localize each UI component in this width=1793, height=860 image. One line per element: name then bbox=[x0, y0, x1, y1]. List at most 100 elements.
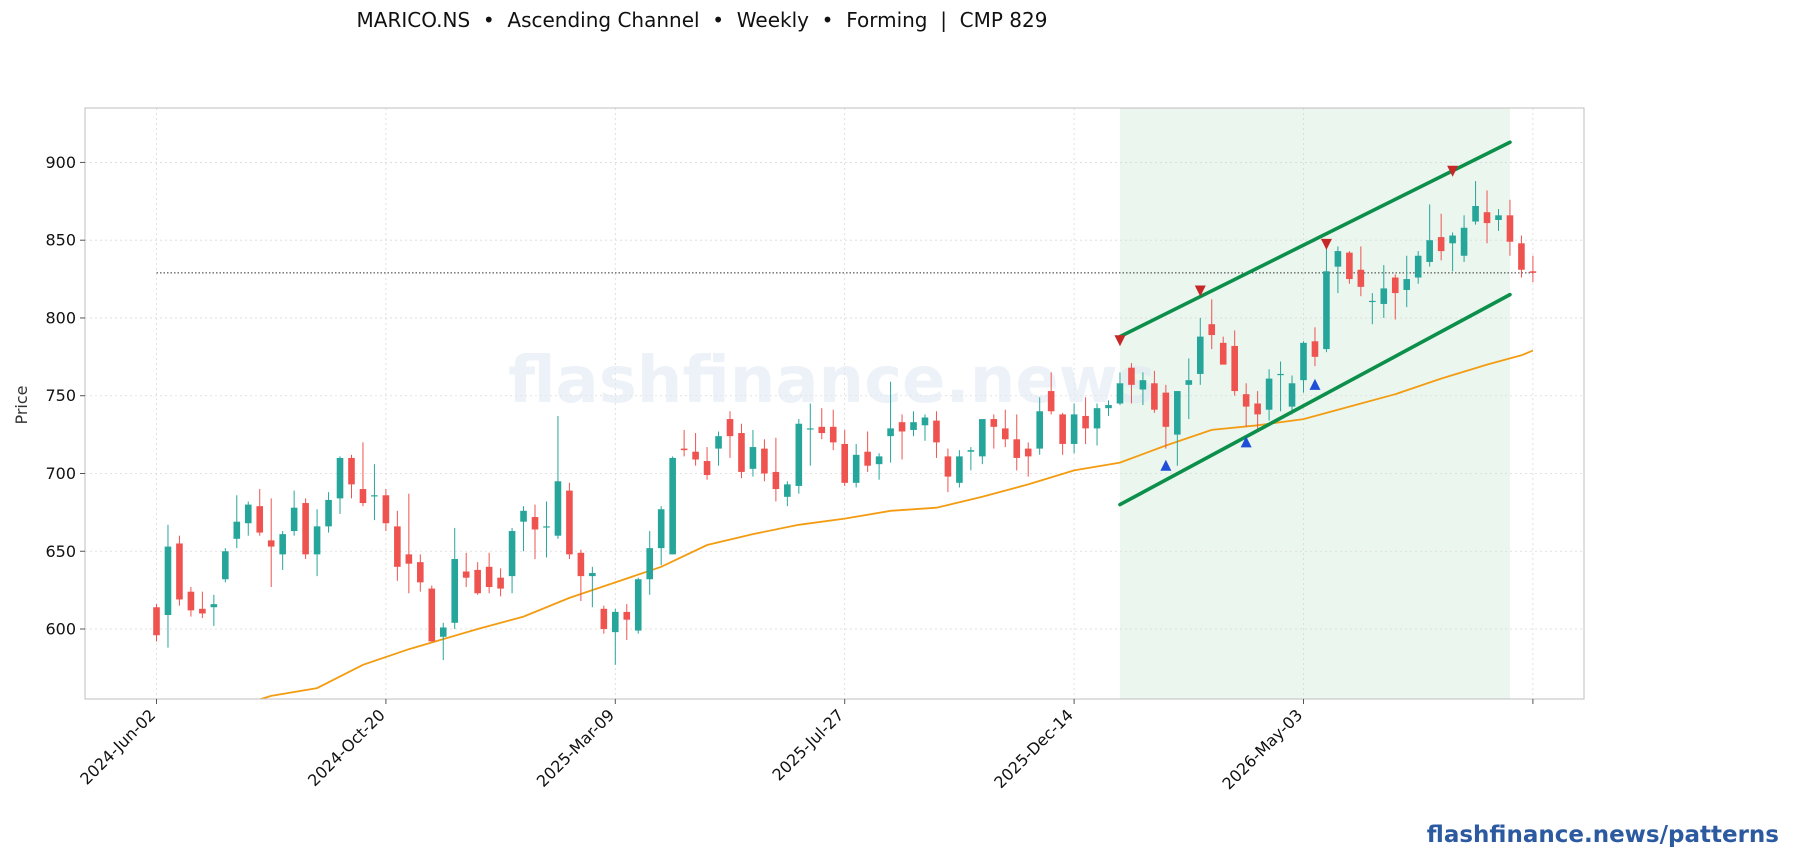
candle-body bbox=[784, 484, 791, 497]
candle-body bbox=[1242, 394, 1250, 407]
candle bbox=[1174, 391, 1181, 466]
candle-body bbox=[657, 509, 665, 549]
candle bbox=[1380, 265, 1388, 318]
candle-body bbox=[428, 588, 436, 642]
candle bbox=[1369, 293, 1376, 325]
x-tick-label: 2025-Mar-09 bbox=[533, 705, 618, 790]
candle bbox=[990, 414, 998, 449]
candle-body bbox=[875, 456, 883, 465]
candle-body bbox=[1001, 428, 1009, 440]
candle-body bbox=[1380, 288, 1388, 304]
candle-body bbox=[726, 419, 734, 437]
candle bbox=[726, 411, 734, 458]
candle bbox=[531, 504, 539, 560]
candle-body bbox=[967, 450, 975, 452]
candle-body bbox=[715, 436, 722, 449]
y-tick-label: 600 bbox=[45, 620, 76, 639]
candle-body bbox=[1472, 205, 1479, 222]
candle bbox=[692, 433, 699, 466]
peak-marker bbox=[1194, 285, 1206, 297]
candle bbox=[382, 489, 390, 532]
candle-body bbox=[176, 543, 183, 600]
peak-marker bbox=[1447, 165, 1459, 177]
candle-body bbox=[359, 489, 367, 504]
trough-marker bbox=[1240, 436, 1252, 448]
candle bbox=[1357, 246, 1365, 297]
candle bbox=[256, 489, 264, 536]
candle bbox=[1231, 330, 1238, 396]
channel-upper-line bbox=[1118, 140, 1512, 339]
x-tick-label: 2025-Jul-27 bbox=[768, 705, 847, 784]
candle bbox=[657, 506, 665, 566]
candle-body bbox=[1036, 411, 1043, 449]
candle-body bbox=[1254, 403, 1261, 415]
candle bbox=[680, 429, 688, 457]
candle-body bbox=[405, 554, 413, 564]
candle-body bbox=[1093, 408, 1101, 429]
candle-body bbox=[738, 433, 745, 472]
candle-body bbox=[646, 548, 654, 580]
candle bbox=[1449, 232, 1456, 272]
candle-body bbox=[1391, 277, 1399, 294]
candle bbox=[313, 509, 321, 577]
candle-body bbox=[864, 451, 871, 466]
candle-body bbox=[1151, 383, 1158, 410]
candle-body bbox=[1300, 342, 1307, 381]
candle bbox=[1483, 190, 1491, 244]
candle bbox=[1254, 391, 1261, 430]
candle bbox=[336, 456, 344, 514]
candle bbox=[852, 443, 860, 488]
candle bbox=[176, 535, 183, 606]
candle bbox=[703, 447, 711, 480]
candle bbox=[1506, 199, 1514, 256]
candle bbox=[818, 408, 826, 440]
candle bbox=[187, 587, 195, 617]
candle bbox=[1414, 251, 1422, 284]
candle bbox=[1151, 370, 1158, 413]
candle-body bbox=[829, 426, 837, 443]
candle bbox=[634, 577, 642, 634]
y-tick-label: 900 bbox=[45, 153, 76, 172]
candle-body bbox=[1070, 414, 1078, 444]
candle bbox=[875, 453, 883, 480]
candle-body bbox=[577, 552, 585, 577]
candle-body bbox=[841, 443, 848, 483]
candle-body bbox=[1162, 392, 1170, 427]
candle bbox=[806, 403, 814, 466]
candle-body bbox=[1437, 237, 1445, 252]
candle bbox=[164, 524, 172, 648]
candle-body bbox=[898, 422, 906, 432]
candle bbox=[898, 414, 906, 460]
candle-body bbox=[279, 534, 286, 555]
candle bbox=[1093, 403, 1101, 446]
candle-body bbox=[336, 457, 344, 499]
candle bbox=[956, 450, 963, 488]
candle-body bbox=[703, 461, 711, 476]
candle-body bbox=[474, 569, 481, 594]
candle bbox=[1300, 341, 1307, 393]
candle bbox=[1208, 299, 1216, 350]
candle-body bbox=[1414, 255, 1422, 278]
candle-body bbox=[222, 551, 229, 580]
candle-body bbox=[382, 495, 390, 524]
candle-body bbox=[531, 517, 539, 530]
candle bbox=[279, 531, 286, 570]
candle-body bbox=[439, 627, 447, 637]
candle-body bbox=[1323, 271, 1330, 350]
candle-body bbox=[1506, 215, 1514, 242]
candle bbox=[1323, 241, 1330, 353]
candle bbox=[325, 492, 332, 533]
candle-body bbox=[887, 428, 894, 437]
candle-body bbox=[1426, 240, 1433, 262]
candle bbox=[589, 566, 596, 608]
candle bbox=[1277, 361, 1284, 412]
candle-body bbox=[187, 591, 195, 611]
candle-body bbox=[818, 426, 826, 434]
candle-body bbox=[910, 422, 917, 430]
candle bbox=[1346, 251, 1353, 284]
candle-body bbox=[462, 571, 470, 578]
footer-link[interactable]: flashfinance.news/patterns bbox=[1426, 822, 1779, 848]
candle-body bbox=[256, 506, 264, 533]
candle bbox=[967, 447, 975, 471]
candle-body bbox=[956, 456, 963, 483]
